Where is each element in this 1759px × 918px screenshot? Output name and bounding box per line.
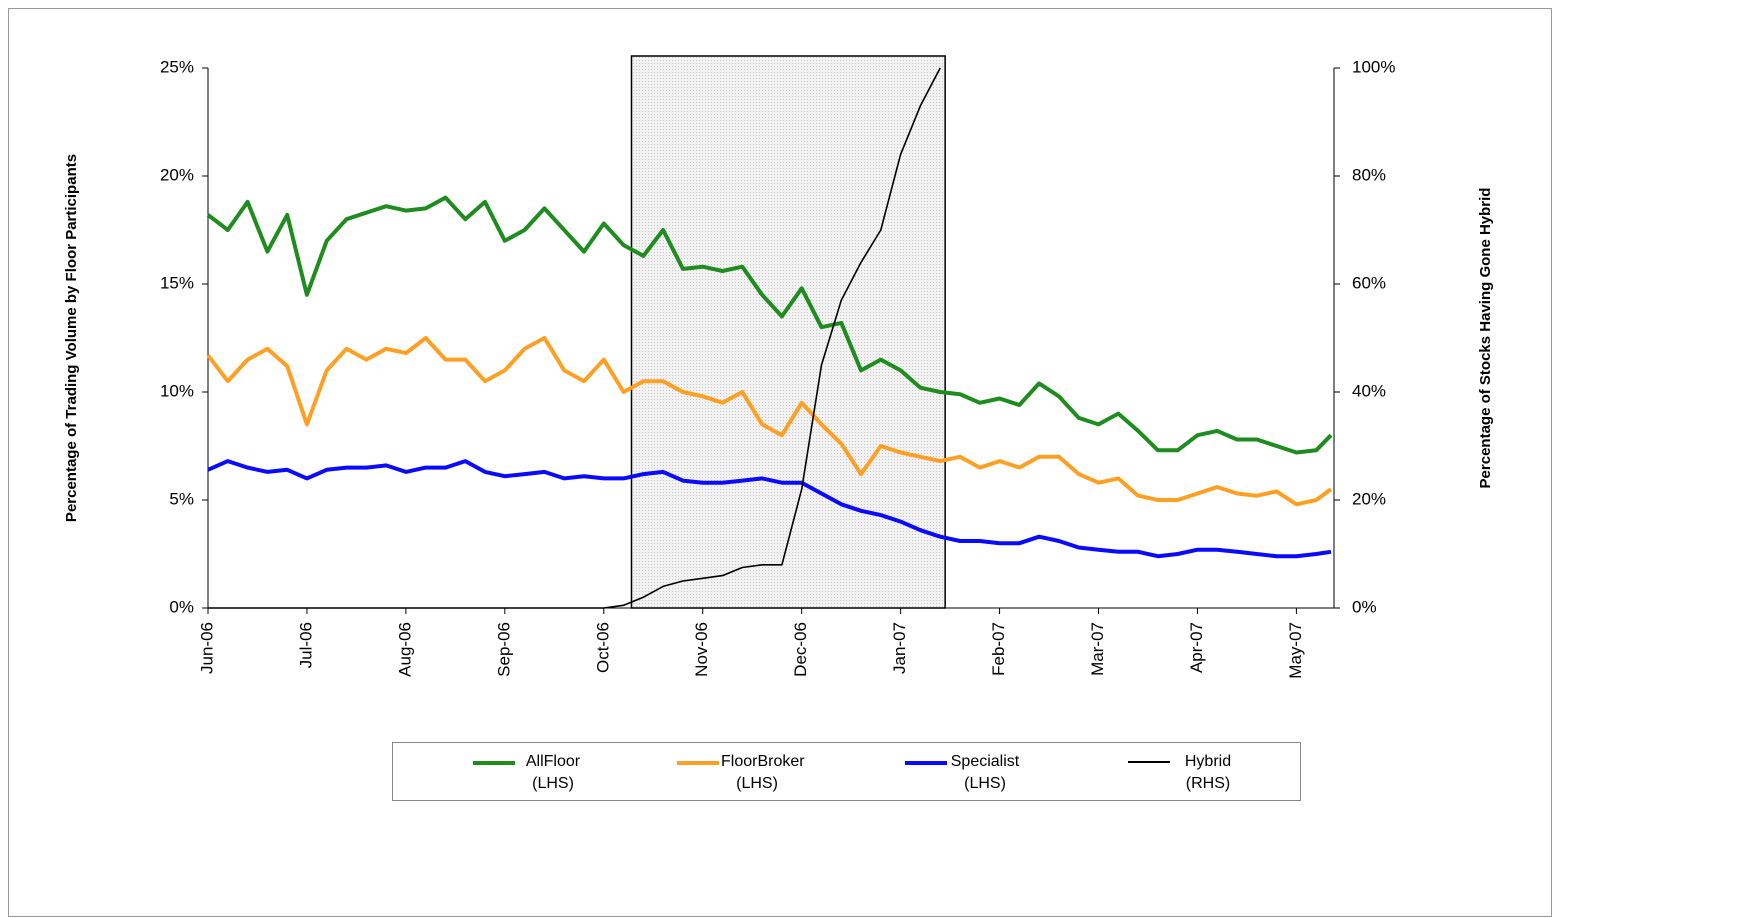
series-line [206,195,1333,455]
x-tick-label: Jan-07 [890,622,909,674]
x-tick-label: Jul-06 [296,622,315,668]
legend-label: AllFloor (LHS) [525,753,581,792]
y2-tick-label: 20% [1352,489,1386,508]
y-tick-label: 10% [160,381,194,400]
legend-swatch [1128,761,1170,763]
chart-frame [8,8,1552,917]
y-axis-label: Percentage of Trading Volume by Floor Pa… [63,154,80,522]
legend-label: FloorBroker (LHS) [721,753,805,792]
legend: AllFloor (LHS) FloorBroker (LHS) Specialis… [392,742,1301,801]
legend-swatch [905,761,947,765]
x-tick-label: Feb-07 [989,622,1008,676]
y2-tick-label: 100% [1352,57,1395,76]
x-tick-label: Mar-07 [1088,622,1107,676]
y2-tick-label: 0% [1352,597,1377,616]
x-tick-label: Aug-06 [395,622,414,677]
x-tick-label: Jun-06 [197,622,216,674]
series-line [207,459,1332,559]
x-tick-label: Apr-07 [1187,622,1206,673]
x-tick-label: Nov-06 [692,622,711,677]
y-tick-label: 15% [160,273,194,292]
y2-tick-label: 60% [1352,273,1386,292]
y2-tick-label: 80% [1352,165,1386,184]
y-tick-label: 25% [160,57,194,76]
series-line [208,67,941,609]
x-tick-label: Oct-06 [593,622,612,673]
series-line [206,336,1333,507]
y2-tick-label: 40% [1352,381,1386,400]
x-tick-label: May-07 [1286,622,1305,679]
highlight-region [630,55,946,609]
x-tick-label: Sep-06 [494,622,513,677]
y-tick-label: 0% [169,597,194,616]
legend-swatch [473,761,515,765]
legend-label: Hybrid (RHS) [1184,753,1232,792]
x-tick-label: Dec-06 [791,622,810,677]
legend-label: Specialist (LHS) [950,753,1020,792]
y2-axis-label: Percentage of Stocks Having Gone Hybrid [1477,188,1494,489]
y-tick-label: 20% [160,165,194,184]
legend-swatch [677,761,719,765]
y-tick-label: 5% [169,489,194,508]
